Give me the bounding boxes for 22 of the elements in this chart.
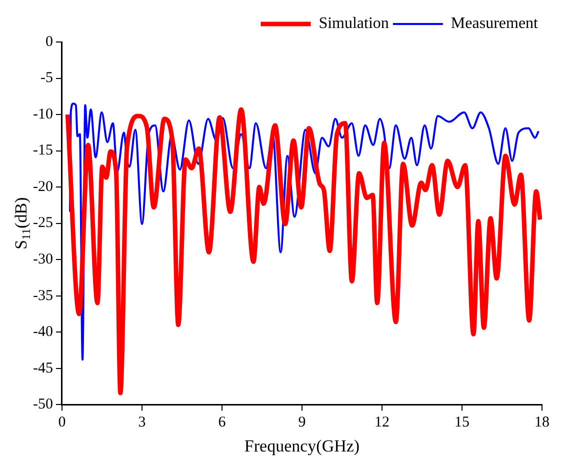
y-tick-label: -25 [32, 215, 53, 232]
x-tick-label: 0 [58, 414, 66, 431]
y-axis-title: S11(dB) [11, 197, 34, 250]
x-tick-label: 9 [298, 414, 306, 431]
y-tick-label: -15 [32, 142, 53, 159]
y-tick-label: -50 [32, 396, 53, 413]
y-tick-label: -40 [32, 324, 53, 340]
x-tick-label: 12 [374, 414, 390, 431]
legend-label: Measurement [450, 15, 539, 32]
x-tick-label: 18 [534, 414, 550, 431]
y-tick-label: -10 [32, 106, 53, 122]
x-tick-label: 3 [138, 414, 146, 431]
legend-label: Simulation [318, 15, 389, 32]
y-tick-label: -45 [32, 360, 53, 376]
y-tick-label: 0 [45, 34, 53, 50]
y-tick-label: -20 [32, 178, 53, 195]
x-tick-label: 6 [218, 414, 226, 431]
x-axis-title: Frequency(GHz) [244, 436, 360, 456]
y-tick-label: -5 [40, 70, 53, 86]
y-tick-label: -35 [32, 288, 53, 304]
y-tick-label: -30 [32, 251, 53, 268]
x-tick-label: 15 [454, 414, 470, 431]
